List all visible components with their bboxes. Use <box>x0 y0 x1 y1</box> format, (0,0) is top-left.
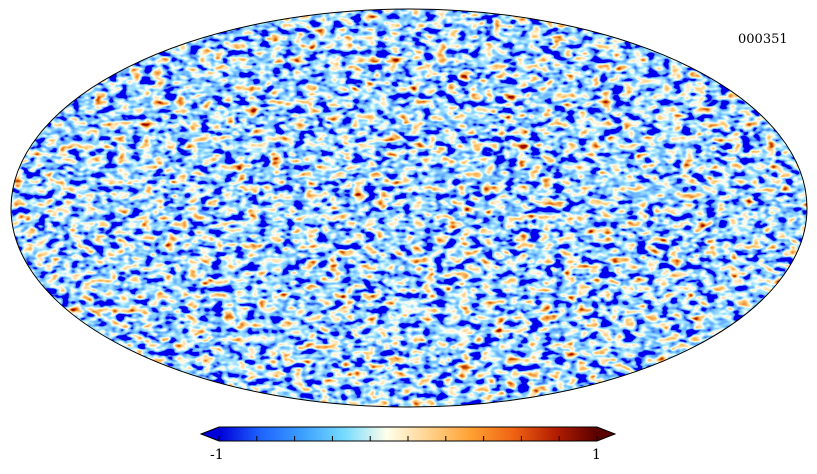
map-boundary <box>10 8 808 408</box>
colorbar-max-label: 1 <box>592 447 601 463</box>
colorbar-min-label: -1 <box>210 447 224 463</box>
colorbar-min-arrow <box>201 427 219 441</box>
colorbar <box>199 426 617 442</box>
colorbar-max-arrow <box>597 427 615 441</box>
map-identifier: 000351 <box>738 32 788 47</box>
temperature-field <box>11 9 807 407</box>
mollweide-sky-map <box>10 8 808 408</box>
colorbar-gradient <box>219 427 597 441</box>
colorbar-ticks <box>218 436 598 441</box>
